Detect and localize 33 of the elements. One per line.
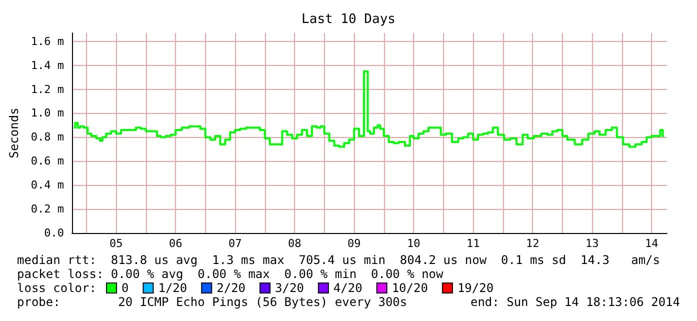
x-tick-label: 12	[526, 237, 540, 250]
y-tick-label: 0.4 m	[30, 178, 64, 192]
x-tick-label: 10	[406, 237, 420, 250]
text: probe: 20 ICMP Echo Pings (56 Bytes) every 300s	[17, 295, 408, 309]
x-tick-label: 07	[228, 237, 242, 250]
y-tick-label: 1.4 m	[30, 58, 64, 72]
text: end: Sun Sep 14 18:13:06 2014	[470, 295, 680, 309]
x-tick-label: 13	[585, 237, 599, 250]
y-axis-title: Seconds	[7, 108, 21, 158]
x-tick-label: 09	[347, 237, 361, 250]
legend-label: 2/20	[216, 281, 246, 295]
x-tick-label: 08	[288, 237, 302, 250]
x-tick-label: 06	[168, 237, 182, 250]
text: median rtt: 813.8 us avg 1.3 ms max 705.4 us min 804.2 us now 0.1 ms sd 14.3 am/s	[17, 253, 660, 267]
y-tick-label: 0.0	[44, 226, 64, 240]
y-tick-label: 0.8 m	[30, 130, 64, 144]
legend-label: 0	[122, 281, 129, 295]
y-tick-label: 1.6 m	[30, 34, 64, 48]
chart-title: Last 10 Days	[302, 12, 396, 27]
legend-label: 1/20	[158, 281, 188, 295]
legend-title: loss color:	[17, 281, 96, 295]
y-tick-label: 1.0 m	[30, 106, 64, 120]
legend-label: 3/20	[275, 281, 304, 295]
x-tick-label: 14	[644, 237, 659, 250]
y-tick-label: 0.2 m	[30, 202, 64, 216]
legend-label: 19/20	[457, 281, 494, 295]
x-tick-label: 05	[109, 237, 123, 250]
x-tick-label: 11	[466, 237, 480, 250]
legend-label: 10/20	[392, 281, 428, 295]
legend-label: 4/20	[333, 281, 362, 295]
text: packet loss: 0.00 % avg 0.00 % max 0.00 % min 0.00 % now	[17, 267, 444, 281]
y-tick-label: 1.2 m	[30, 82, 64, 96]
y-tick-label: 0.6 m	[30, 154, 64, 168]
